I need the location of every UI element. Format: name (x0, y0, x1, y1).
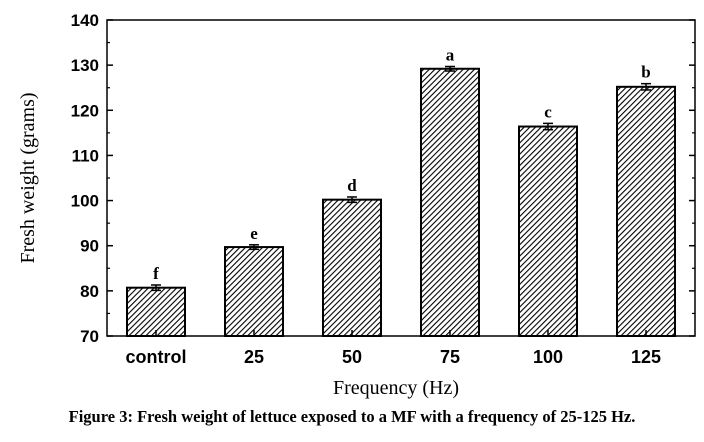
significance-label: e (250, 224, 258, 243)
significance-label: a (446, 45, 455, 64)
bar-25 (224, 246, 284, 337)
x-axis-ticks: control 25 50 75 100 125 (126, 330, 661, 367)
y-tick-label: 70 (80, 327, 99, 346)
y-tick-label: 130 (71, 56, 99, 75)
x-axis-title: Frequency (Hz) (333, 377, 459, 399)
y-axis-title: Fresh weight (grams) (17, 92, 39, 263)
y-tick-label: 110 (72, 146, 99, 165)
bar-chart: 70 80 90 100 110 120 130 140 f e d a c b control 25 50… (17, 11, 696, 399)
bar-control (126, 286, 186, 337)
x-tick-label: 50 (342, 347, 362, 367)
significance-label: b (641, 63, 650, 82)
bar-125 (616, 85, 676, 337)
significance-label: f (153, 264, 159, 283)
y-tick-label: 120 (71, 101, 99, 120)
significance-label: d (347, 176, 357, 195)
plot-border (106, 19, 696, 337)
y-tick-label: 90 (80, 237, 99, 256)
bar-100 (518, 125, 578, 337)
figure-caption: Figure 3: Fresh weight of lettuce expose… (68, 407, 636, 426)
x-tick-label: 25 (244, 347, 264, 367)
y-axis-ticks: 70 80 90 100 110 120 130 140 (71, 11, 695, 346)
x-tick-label: control (126, 347, 187, 367)
plot-frame (106, 19, 696, 337)
x-tick-label: 125 (631, 347, 661, 367)
bar-75 (420, 67, 480, 338)
bar-series: f e d a c b (126, 45, 676, 338)
y-tick-label: 140 (71, 11, 99, 30)
x-tick-label: 100 (533, 347, 563, 367)
significance-label: c (544, 102, 552, 121)
x-tick-label: 75 (440, 347, 460, 367)
y-tick-label: 80 (80, 282, 99, 301)
bar-50 (322, 198, 382, 337)
y-tick-label: 100 (71, 192, 99, 211)
